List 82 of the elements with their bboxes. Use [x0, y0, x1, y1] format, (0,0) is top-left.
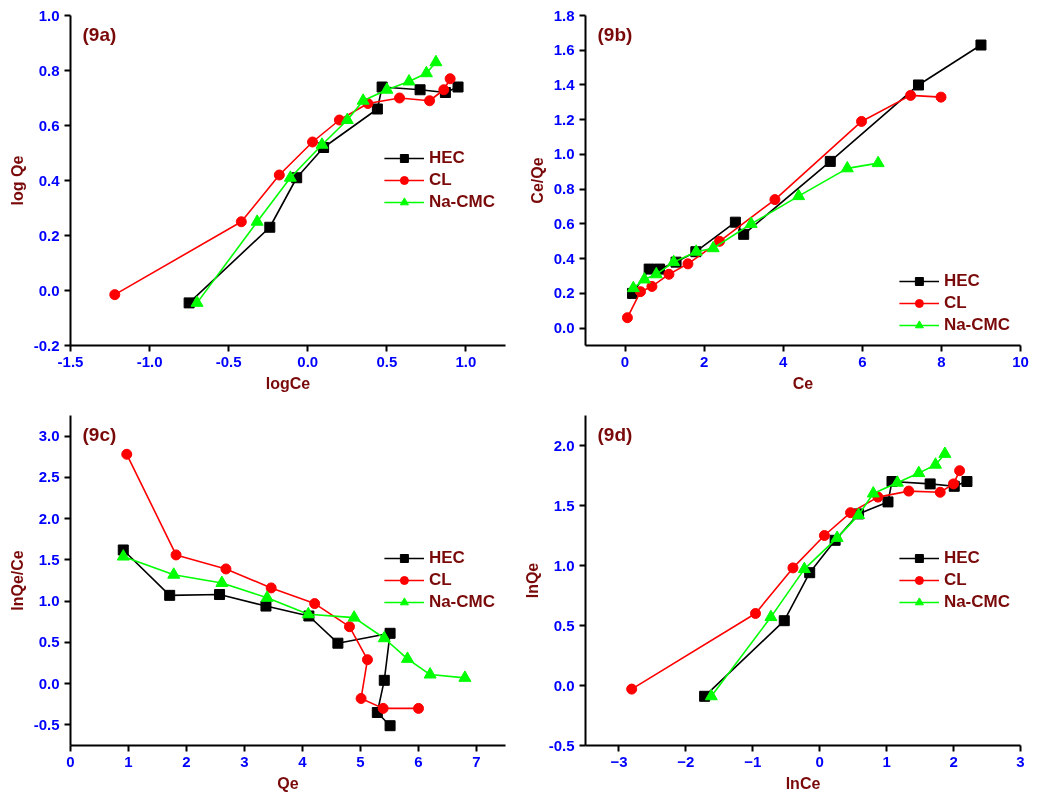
legend-label: CL: [943, 570, 967, 590]
x-tick-label: −2: [677, 752, 695, 770]
y-tick-label: 0.5: [553, 616, 575, 634]
x-tick-label: -0.5: [215, 352, 242, 370]
y-axis-title: lnQe/Ce: [8, 550, 26, 611]
legend-label: CL: [943, 293, 967, 313]
y-tick-label: 0.6: [38, 116, 60, 134]
y-tick-label: 0.4: [38, 171, 61, 189]
x-tick-label: 1: [124, 752, 133, 770]
legend-label: CL: [428, 170, 452, 190]
x-tick-label: 7: [472, 752, 481, 770]
legend-label: HEC: [943, 548, 980, 568]
y-tick-label: 0.5: [38, 633, 60, 651]
chart-title: (9a): [82, 23, 117, 45]
y-axis-title: log Qe: [8, 155, 26, 206]
x-tick-label: 4: [298, 752, 308, 770]
x-tick-label: 0: [815, 752, 824, 770]
y-tick-label: 3.0: [38, 427, 60, 445]
x-tick-label: 2: [699, 352, 709, 370]
x-tick-label: 8: [937, 352, 946, 370]
y-tick-label: 2.0: [38, 509, 60, 527]
y-tick-label: 2.5: [38, 468, 60, 486]
y-tick-label: 0.8: [38, 61, 60, 79]
y-tick-label: -0.5: [33, 715, 60, 733]
x-tick-label: 0.5: [376, 352, 398, 370]
y-tick-label: 0.0: [553, 319, 575, 337]
y-tick-label: 1.6: [553, 41, 575, 59]
y-tick-label: 0.4: [553, 249, 576, 267]
y-tick-label: 2.0: [553, 436, 575, 454]
x-axis-title: Qe: [277, 774, 299, 792]
y-tick-label: -0.5: [548, 736, 575, 754]
x-tick-label: 10: [1012, 352, 1029, 370]
legend-label: HEC: [943, 271, 980, 291]
y-axis-title: lnQe: [523, 562, 541, 599]
y-tick-label: 1.8: [553, 6, 575, 24]
legend-label: HEC: [428, 548, 465, 568]
x-tick-label: 1: [882, 752, 891, 770]
x-tick-label: 4: [779, 352, 789, 370]
y-tick-label: 0.0: [38, 281, 60, 299]
y-tick-label: 1.0: [38, 592, 60, 610]
legend-label: HEC: [428, 148, 465, 168]
y-tick-label: 0.2: [38, 226, 60, 244]
chart-title: (9d): [597, 423, 633, 445]
x-tick-label: −1: [744, 752, 762, 770]
chart-title: (9c): [82, 423, 117, 445]
y-tick-label: 0.6: [553, 214, 575, 232]
x-tick-label: -1.0: [136, 352, 163, 370]
legend-label: CL: [428, 570, 452, 590]
y-tick-label: 1.0: [553, 556, 575, 574]
legend-label: Na-CMC: [428, 592, 495, 612]
x-tick-label: 6: [858, 352, 867, 370]
x-tick-label: 1.0: [455, 352, 477, 370]
y-tick-label: 1.0: [38, 6, 60, 24]
y-tick-label: 1.5: [38, 550, 60, 568]
x-axis-title: Ce: [792, 374, 814, 392]
x-tick-label: 2: [949, 752, 958, 770]
x-tick-label: 5: [356, 752, 365, 770]
x-tick-label: 6: [414, 752, 423, 770]
y-tick-label: 1.2: [553, 110, 575, 128]
x-tick-label: 0.0: [297, 352, 319, 370]
legend-label: Na-CMC: [943, 592, 1010, 612]
x-tick-label: 2: [182, 752, 191, 770]
x-tick-label: −3: [610, 752, 628, 770]
chart-title: (9b): [597, 23, 633, 45]
y-tick-label: 0.0: [38, 674, 60, 692]
legend-label: Na-CMC: [428, 192, 495, 212]
y-tick-label: 1.5: [553, 496, 575, 514]
y-tick-label: 1.0: [553, 145, 575, 163]
y-tick-label: 0.8: [553, 180, 575, 198]
x-tick-label: -1.5: [57, 352, 84, 370]
y-tick-label: 1.4: [553, 75, 576, 93]
x-tick-label: 0: [620, 352, 630, 370]
x-axis-title: lnCe: [785, 774, 821, 792]
y-axis-title: Ce/Qe: [528, 157, 546, 204]
x-tick-label: 3: [1016, 752, 1025, 770]
y-tick-label: 0.2: [553, 284, 575, 302]
x-axis-title: logCe: [265, 374, 311, 392]
x-tick-label: 3: [240, 752, 249, 770]
y-tick-label: 0.0: [553, 676, 575, 694]
legend-label: Na-CMC: [943, 315, 1010, 335]
y-tick-label: -0.2: [33, 336, 60, 354]
x-tick-label: 0: [66, 752, 75, 770]
